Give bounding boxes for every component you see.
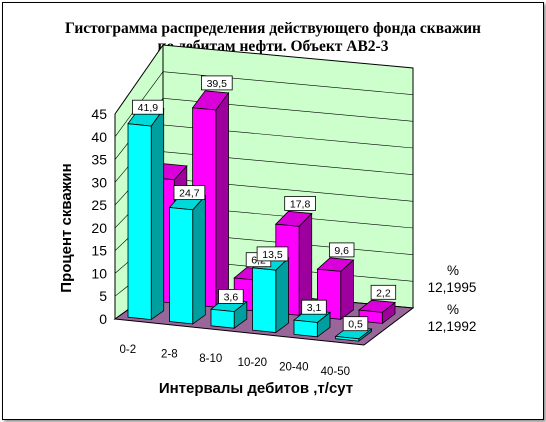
y-tick-label: 40: [91, 129, 107, 145]
bar-series-1-side: [192, 194, 206, 325]
chart-title-line-1: Гистограмма распределения действующего ф…: [65, 20, 481, 37]
bar-series-1: [292, 309, 332, 338]
x-tick-label: 40-50: [321, 366, 350, 378]
legend-label-symbol: %: [447, 302, 459, 317]
data-label: 13,5: [262, 249, 283, 261]
data-label-box: [256, 246, 289, 262]
data-label: 24,7: [179, 188, 200, 200]
data-label-box: [173, 185, 206, 201]
y-tick-label: 5: [99, 288, 107, 304]
data-label-box: [200, 75, 233, 91]
bar-series-1-front: [252, 267, 277, 333]
y-axis-title: Процент скважин: [58, 163, 75, 292]
data-label: 2,2: [376, 287, 391, 299]
bar-series-2: [357, 299, 397, 325]
data-label-box: [328, 242, 355, 258]
legend-label-date: 12,1992: [428, 319, 477, 334]
data-label-box: [132, 99, 164, 115]
bar-series-1-front: [293, 319, 318, 338]
bar-series-1: [251, 255, 290, 334]
y-tick-label: 30: [91, 174, 107, 190]
bar-series-2: [191, 90, 230, 308]
bar-series-1: [168, 193, 207, 325]
data-label-box: [342, 316, 369, 332]
y-tick-label: 0: [99, 311, 107, 327]
data-label: 3,6: [224, 291, 239, 303]
data-label: 3,1: [307, 302, 322, 314]
bar-series-1: [209, 298, 248, 329]
x-axis-title: Интервалы дебитов ,т/сут: [159, 380, 353, 397]
y-tick-label: 35: [91, 152, 107, 168]
data-label-box: [370, 284, 397, 300]
y-tick-label: 20: [91, 220, 107, 236]
gridline: [114, 71, 414, 137]
legend-label-symbol: %: [447, 263, 459, 278]
data-label: 17,8: [290, 198, 311, 210]
y-tick-label: 45: [91, 106, 107, 122]
data-label: 9,6: [334, 245, 349, 257]
bar-series-1-front: [169, 207, 194, 325]
bar-series-1-front: [210, 308, 235, 329]
bar-series-1-front: [335, 335, 360, 342]
legend-label-date: 12,1995: [428, 280, 477, 295]
y-tick-label: 15: [91, 243, 107, 259]
data-label: 41,9: [138, 102, 159, 114]
y-tick-label: 10: [91, 265, 107, 281]
x-tick-label: 8-10: [199, 353, 222, 365]
bar-series-1-front: [127, 123, 152, 321]
y-tick-label: 25: [91, 197, 107, 213]
data-label-box: [284, 195, 316, 211]
bar-series-1: [127, 105, 165, 321]
bar-series-1-side: [275, 257, 289, 334]
bar-series-2-side: [215, 91, 229, 308]
data-label: 39,5: [207, 78, 228, 90]
data-label: 0,5: [348, 319, 363, 331]
x-tick-label: 20-40: [279, 362, 308, 374]
x-tick-label: 2-8: [161, 349, 178, 361]
x-tick-label: 10-20: [238, 357, 267, 369]
x-tick-label: 0-2: [119, 344, 136, 356]
bar-series-1-side: [150, 107, 165, 321]
data-label-box: [218, 288, 244, 304]
data-label-box: [301, 299, 327, 315]
